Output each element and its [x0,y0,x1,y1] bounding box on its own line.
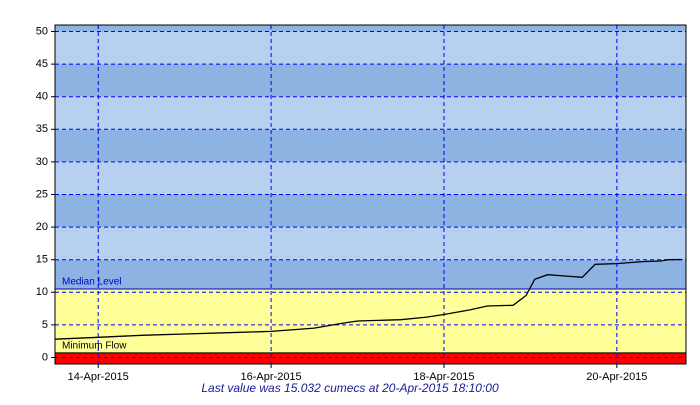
band [55,96,686,130]
y-tick-label: 0 [42,351,48,363]
zone [55,352,686,364]
flow-line [54,258,683,340]
band [55,25,686,32]
y-tick-label: 20 [36,221,48,233]
y-tick-label: 30 [36,156,48,168]
reference-label: Minimum Flow [62,341,127,352]
x-tick-label: 20-Apr-2015 [586,371,647,383]
y-tick-label: 35 [36,123,48,135]
x-tick-label: 18-Apr-2015 [413,371,474,383]
band [55,64,686,97]
y-tick-label: 5 [42,319,48,331]
x-tick-label: 14-Apr-2015 [68,371,129,383]
band [55,259,686,290]
plot-border [54,24,687,365]
note: Last value was 15.032 cumecs at 20-Apr-2… [201,381,499,395]
y-tick-label: 25 [36,188,48,200]
reference-label: Median Level [62,277,121,288]
y-tick-label: 50 [36,25,48,37]
y-tick-label: 40 [36,91,48,103]
band [55,129,686,162]
y-tick-label: 45 [36,58,48,70]
band [55,227,686,260]
band [55,31,686,65]
y-tick-label: 15 [36,254,48,266]
band [55,194,686,228]
x-tick-label: 16-Apr-2015 [241,371,302,383]
band [55,161,686,195]
y-tick-label: 10 [36,286,48,298]
